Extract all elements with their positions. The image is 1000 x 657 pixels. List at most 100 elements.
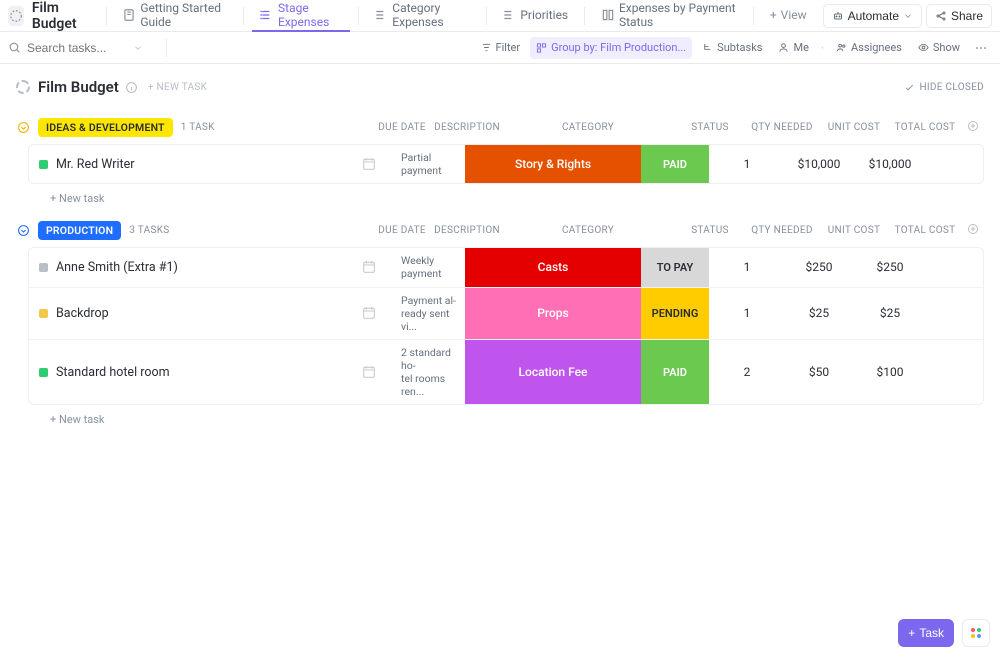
status-cell[interactable]: PAID xyxy=(641,145,709,183)
tab-priorities[interactable]: Priorities xyxy=(494,0,576,32)
plus-circle-icon xyxy=(967,223,979,235)
more-button[interactable] xyxy=(970,41,992,55)
status-cell[interactable]: PAID xyxy=(641,340,709,405)
separator xyxy=(106,7,107,25)
description-cell: 2 standard ho-tel rooms ren... xyxy=(399,340,465,405)
chevron-down-icon xyxy=(17,224,30,237)
calendar-icon[interactable] xyxy=(361,364,377,380)
col-header-category[interactable]: CATEGORY xyxy=(500,122,676,133)
tab-label: Getting Started Guide xyxy=(140,1,227,29)
category-cell[interactable]: Props xyxy=(465,288,641,339)
status-cell[interactable]: PENDING xyxy=(641,288,709,339)
unit-cost-cell: $250 xyxy=(785,248,853,286)
category-cell[interactable]: Casts xyxy=(465,248,641,286)
tab-label: Category Expenses xyxy=(392,1,469,29)
col-header-qty[interactable]: QTY NEEDED xyxy=(744,122,820,133)
separator xyxy=(486,7,487,25)
status-square[interactable] xyxy=(39,309,48,318)
status-cell[interactable]: TO PAY xyxy=(641,248,709,286)
filter-button[interactable]: Filter xyxy=(475,37,527,59)
assignees-label: Assignees xyxy=(851,41,902,54)
rows: Anne Smith (Extra #1)Weekly paymentCasts… xyxy=(28,247,984,405)
group-tag[interactable]: PRODUCTION xyxy=(38,221,121,240)
list-header: Film Budget + NEW TASK HIDE CLOSED xyxy=(0,64,1000,102)
tab-label: Priorities xyxy=(520,8,568,22)
hide-closed-label: HIDE CLOSED xyxy=(919,82,984,93)
task-name: Backdrop xyxy=(56,306,109,321)
col-header-desc[interactable]: DESCRIPTION xyxy=(432,122,500,133)
search-icon xyxy=(8,41,21,54)
group-tag[interactable]: IDEAS & DEVELOPMENT xyxy=(38,118,173,137)
category-cell[interactable]: Story & Rights xyxy=(465,145,641,183)
col-header-category[interactable]: CATEGORY xyxy=(500,225,676,236)
col-header-due[interactable]: DUE DATE xyxy=(372,225,432,236)
add-column-button[interactable] xyxy=(962,223,984,238)
col-header-qty[interactable]: QTY NEEDED xyxy=(744,225,820,236)
col-header-due[interactable]: DUE DATE xyxy=(372,122,432,133)
new-task-row[interactable]: + New task xyxy=(16,184,984,205)
chevron-down-icon[interactable] xyxy=(133,43,143,53)
add-view-button[interactable]: + View xyxy=(762,0,815,32)
filter-label: Filter xyxy=(496,41,521,54)
group-by-label: Group by: Film Production... xyxy=(551,41,686,54)
separator xyxy=(166,39,167,57)
table-row[interactable]: BackdropPayment al-ready sent vi...Props… xyxy=(29,287,983,339)
col-header-total[interactable]: TOTAL COST xyxy=(888,225,962,236)
calendar-icon[interactable] xyxy=(361,156,377,172)
robot-icon xyxy=(832,10,844,22)
tab-category-expenses[interactable]: Category Expenses xyxy=(366,0,477,32)
add-column-button[interactable] xyxy=(962,120,984,135)
status-square[interactable] xyxy=(39,263,48,272)
qty-cell: 2 xyxy=(709,340,785,405)
me-button[interactable]: Me xyxy=(772,37,814,59)
calendar-icon[interactable] xyxy=(361,305,377,321)
new-task-row[interactable]: + New task xyxy=(16,405,984,426)
plus-icon: + xyxy=(908,626,915,640)
table-row[interactable]: Anne Smith (Extra #1)Weekly paymentCasts… xyxy=(29,248,983,286)
subtasks-button[interactable]: Subtasks xyxy=(696,37,768,59)
tab-payment-status[interactable]: Expenses by Payment Status xyxy=(593,0,745,32)
info-icon[interactable] xyxy=(125,81,138,94)
plus-icon: + xyxy=(770,8,777,22)
group-header: PRODUCTION3 TASKSDUE DATEDESCRIPTIONCATE… xyxy=(16,219,984,241)
search-input[interactable] xyxy=(27,41,127,55)
table-row[interactable]: Standard hotel room2 standard ho-tel roo… xyxy=(29,339,983,405)
page-icon xyxy=(8,6,24,26)
total-cost-cell: $100 xyxy=(853,340,927,405)
status-square[interactable] xyxy=(39,368,48,377)
status-square[interactable] xyxy=(39,160,48,169)
person-icon xyxy=(778,42,789,53)
separator xyxy=(243,7,244,25)
col-header-status[interactable]: STATUS xyxy=(676,225,744,236)
assignees-button[interactable]: Assignees xyxy=(830,37,908,59)
calendar-icon[interactable] xyxy=(361,259,377,275)
show-button[interactable]: Show xyxy=(912,37,966,59)
col-header-unit[interactable]: UNIT COST xyxy=(820,225,888,236)
separator-dot: · xyxy=(819,41,826,55)
separator xyxy=(584,7,585,25)
tab-label: Expenses by Payment Status xyxy=(619,1,737,29)
new-task-button[interactable]: + NEW TASK xyxy=(148,82,207,93)
table-row[interactable]: Mr. Red WriterPartial paymentStory & Rig… xyxy=(29,145,983,183)
collapse-toggle[interactable] xyxy=(16,120,30,134)
create-task-button[interactable]: + Task xyxy=(898,619,954,647)
col-header-status[interactable]: STATUS xyxy=(676,122,744,133)
eye-icon xyxy=(918,42,929,53)
share-button[interactable]: Share xyxy=(926,4,992,28)
more-icon xyxy=(974,41,988,55)
col-header-unit[interactable]: UNIT COST xyxy=(820,122,888,133)
tab-getting-started[interactable]: Getting Started Guide xyxy=(114,0,235,32)
automate-button[interactable]: Automate xyxy=(823,4,922,28)
tab-stage-expenses[interactable]: Stage Expenses xyxy=(252,0,349,32)
chevron-down-icon xyxy=(903,11,913,21)
category-cell[interactable]: Location Fee xyxy=(465,340,641,405)
qty-cell: 1 xyxy=(709,288,785,339)
hide-closed-button[interactable]: HIDE CLOSED xyxy=(904,82,984,93)
group-by-button[interactable]: Group by: Film Production... xyxy=(530,37,692,59)
collapse-toggle[interactable] xyxy=(16,223,30,237)
col-header-total[interactable]: TOTAL COST xyxy=(888,122,962,133)
col-header-desc[interactable]: DESCRIPTION xyxy=(432,225,500,236)
description-cell: Partial payment xyxy=(399,145,465,183)
apps-button[interactable] xyxy=(962,619,990,647)
qty-cell: 1 xyxy=(709,248,785,286)
